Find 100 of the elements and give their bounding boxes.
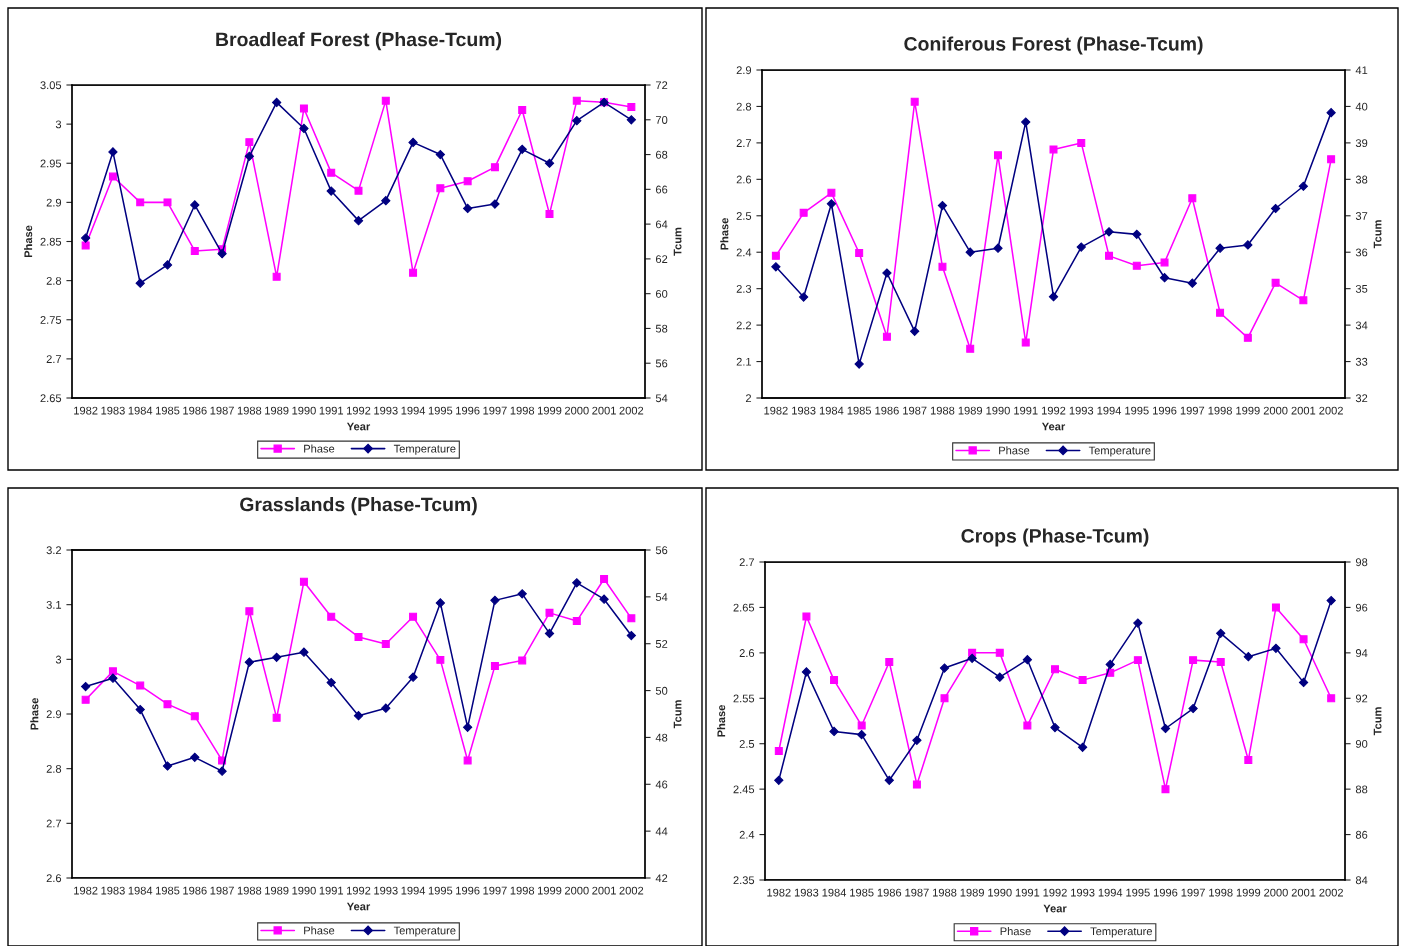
x-tick-label: 1992	[1043, 888, 1067, 897]
x-tick-label: 1999	[1236, 406, 1260, 415]
y-axis-title: Phase	[717, 705, 726, 737]
x-tick-label: 1986	[183, 406, 207, 415]
y-tick-label: 2.7	[736, 139, 752, 147]
x-tick-label: 1996	[1153, 888, 1178, 897]
x-tick-label: 2000	[1263, 406, 1288, 415]
x-tick-label: 1999	[1236, 888, 1261, 897]
y2-tick-label: 44	[655, 827, 668, 836]
legend-label: Temperature	[1088, 446, 1151, 457]
x-tick-label: 2001	[592, 406, 616, 415]
y-tick-label: 2.1	[736, 357, 752, 366]
x-axis-title: Year	[346, 902, 371, 911]
y-tick-label: 2.9	[736, 66, 752, 75]
y2-tick-label: 94	[1355, 649, 1368, 657]
x-tick-label: 2002	[619, 886, 644, 895]
y-tick-label: 2.85	[40, 237, 62, 246]
y2-tick-label: 36	[1355, 248, 1368, 257]
chart-title: Crops (Phase-Tcum)	[961, 528, 1149, 547]
y-tick-label: 2.6	[46, 874, 62, 883]
x-tick-label: 1988	[933, 888, 957, 897]
y2-tick-label: 32	[1355, 394, 1368, 403]
y2-tick-label: 48	[655, 733, 668, 742]
x-tick-label: 1998	[510, 406, 535, 415]
y2-tick-label: 68	[655, 150, 668, 159]
y2-tick-label: 88	[1355, 785, 1368, 794]
x-tick-label: 1990	[988, 888, 1012, 897]
x-tick-label: 1982	[764, 406, 788, 415]
x-tick-label: 1984	[128, 406, 153, 415]
legend-label: Phase	[999, 446, 1030, 455]
x-tick-label: 1990	[292, 406, 316, 415]
x-tick-label: 1995	[428, 886, 453, 895]
x-tick-label: 2000	[564, 406, 589, 415]
x-tick-label: 1993	[374, 886, 398, 895]
x-tick-label: 1990	[292, 886, 316, 895]
x-tick-label: 1987	[903, 406, 927, 415]
y2-axis-title: Tcum	[1373, 707, 1382, 736]
y2-tick-label: 70	[655, 116, 668, 124]
y-tick-label: 2.3	[736, 284, 752, 293]
x-tick-label: 1986	[183, 886, 207, 895]
x-tick-label: 1989	[265, 406, 289, 415]
x-tick-label: 1997	[483, 886, 507, 895]
y2-axis-title: Tcum	[673, 227, 682, 256]
x-tick-label: 1983	[101, 886, 125, 895]
x-tick-label: 2000	[564, 886, 589, 895]
x-tick-label: 1994	[1097, 406, 1122, 415]
x-tick-label: 2001	[1291, 406, 1316, 415]
y-tick-label: 2.55	[733, 694, 755, 703]
y-axis-title: Phase	[30, 698, 39, 730]
y2-tick-label: 56	[655, 359, 668, 368]
chart-title: Grasslands (Phase-Tcum)	[240, 497, 477, 516]
y-tick-label: 2.8	[736, 102, 752, 111]
x-tick-label: 1986	[877, 888, 902, 897]
y2-tick-label: 60	[655, 289, 668, 298]
x-tick-label: 1984	[128, 886, 153, 895]
y2-tick-label: 90	[1355, 739, 1368, 748]
legend-label: Temperature	[1090, 927, 1152, 938]
x-tick-label: 1982	[74, 406, 98, 415]
x-tick-label: 1984	[822, 888, 847, 897]
x-tick-label: 1984	[819, 406, 844, 415]
x-tick-label: 1994	[401, 406, 426, 415]
y-tick-label: 2.8	[46, 764, 62, 773]
y2-tick-label: 34	[1355, 321, 1368, 330]
x-tick-label: 1997	[1181, 888, 1205, 897]
legend-label: Temperature	[393, 926, 456, 937]
x-tick-label: 1992	[346, 406, 371, 415]
x-tick-label: 1991	[1014, 406, 1038, 415]
y-tick-label: 2.5	[736, 212, 752, 220]
y2-axis-title: Tcum	[1373, 220, 1382, 249]
y2-tick-label: 40	[1355, 102, 1368, 111]
y2-tick-label: 72	[655, 81, 668, 90]
x-tick-label: 1998	[1208, 406, 1232, 415]
x-tick-label: 1991	[319, 406, 344, 415]
y2-tick-label: 92	[1355, 694, 1368, 703]
y2-tick-label: 38	[1355, 175, 1368, 184]
x-tick-label: 1987	[905, 888, 929, 897]
y2-tick-label: 54	[655, 394, 668, 403]
x-tick-label: 1985	[850, 888, 874, 897]
y2-tick-label: 35	[1355, 284, 1368, 293]
y-tick-label: 2.4	[736, 248, 752, 257]
x-tick-label: 1998	[1209, 888, 1233, 897]
y-tick-label: 2.65	[40, 394, 62, 403]
y-tick-label: 2.95	[40, 159, 62, 168]
y-tick-label: 2.45	[733, 785, 755, 794]
x-tick-label: 1994	[401, 886, 426, 895]
y-tick-label: 2.9	[46, 710, 62, 719]
chart-title: Broadleaf Forest (Phase-Tcum)	[216, 32, 502, 51]
y2-tick-label: 50	[655, 686, 668, 695]
x-tick-label: 1999	[537, 886, 562, 895]
x-tick-label: 1993	[1071, 888, 1095, 897]
y-tick-label: 3.1	[46, 600, 62, 609]
x-tick-label: 1993	[374, 406, 398, 415]
y-axis-title: Phase	[24, 225, 33, 258]
legend-label: Phase	[1000, 927, 1031, 936]
y-tick-label: 2.7	[46, 355, 62, 363]
y-tick-label: 3	[55, 120, 62, 129]
y2-axis-title: Tcum	[673, 700, 682, 729]
x-tick-label: 1999	[537, 406, 562, 415]
x-tick-label: 2000	[1264, 888, 1288, 897]
x-tick-label: 1988	[930, 406, 955, 415]
